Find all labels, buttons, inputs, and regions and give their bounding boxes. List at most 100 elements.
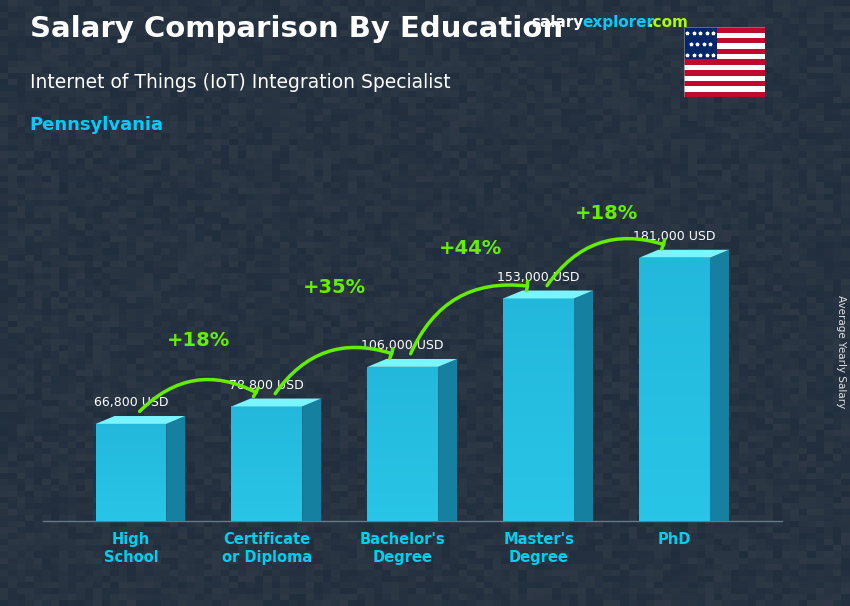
Bar	[367, 405, 438, 409]
Bar	[503, 332, 574, 338]
Text: +44%: +44%	[439, 239, 502, 258]
Bar	[367, 402, 438, 405]
Bar	[231, 409, 302, 412]
Bar	[684, 70, 765, 76]
Bar	[95, 468, 167, 470]
Bar	[95, 470, 167, 473]
Bar	[367, 444, 438, 448]
Text: Salary Comparison By Education: Salary Comparison By Education	[30, 15, 563, 43]
Bar	[95, 490, 167, 492]
Bar	[503, 343, 574, 348]
Bar	[95, 458, 167, 461]
Bar	[639, 448, 710, 455]
Bar	[231, 435, 302, 438]
Bar	[503, 310, 574, 315]
Bar	[95, 485, 167, 487]
Bar	[503, 432, 574, 438]
Bar	[639, 363, 710, 370]
Bar	[503, 354, 574, 360]
Bar	[367, 436, 438, 440]
Text: Pennsylvania: Pennsylvania	[30, 116, 164, 135]
Bar	[231, 467, 302, 470]
Bar	[95, 507, 167, 509]
Bar	[503, 321, 574, 326]
Bar	[231, 432, 302, 435]
Bar	[503, 454, 574, 460]
Bar	[95, 492, 167, 494]
Bar	[95, 475, 167, 478]
Bar	[639, 482, 710, 488]
Bar	[231, 430, 302, 432]
Bar	[95, 487, 167, 490]
Bar	[503, 516, 574, 521]
Text: +35%: +35%	[303, 278, 366, 297]
Bar	[95, 448, 167, 451]
Bar	[639, 514, 710, 521]
Bar	[639, 291, 710, 297]
Bar	[95, 499, 167, 502]
Bar	[684, 54, 765, 59]
Bar	[367, 433, 438, 436]
Bar	[639, 337, 710, 344]
Bar	[367, 459, 438, 464]
Text: +18%: +18%	[167, 331, 230, 350]
Bar	[231, 495, 302, 498]
Bar	[639, 350, 710, 356]
Bar	[231, 441, 302, 444]
Bar	[639, 442, 710, 448]
Bar	[639, 429, 710, 436]
Text: 106,000 USD: 106,000 USD	[361, 339, 444, 352]
Bar	[367, 482, 438, 487]
Bar	[95, 439, 167, 441]
Polygon shape	[302, 399, 321, 521]
Bar	[367, 467, 438, 471]
Polygon shape	[231, 399, 321, 407]
Bar	[639, 324, 710, 330]
Bar	[95, 478, 167, 480]
Bar	[95, 453, 167, 456]
Bar	[639, 383, 710, 390]
Bar	[367, 425, 438, 428]
Bar	[231, 473, 302, 475]
Bar	[367, 518, 438, 521]
Bar	[231, 484, 302, 487]
Polygon shape	[367, 359, 457, 367]
Bar	[231, 513, 302, 516]
Bar	[231, 504, 302, 507]
Bar	[95, 444, 167, 446]
Bar	[231, 481, 302, 484]
Bar	[95, 429, 167, 431]
Bar	[503, 399, 574, 404]
Polygon shape	[95, 416, 185, 424]
Bar	[367, 451, 438, 456]
Bar	[639, 317, 710, 324]
Bar	[367, 456, 438, 459]
Bar	[231, 452, 302, 455]
Bar	[503, 376, 574, 382]
Bar	[639, 468, 710, 475]
Text: 66,800 USD: 66,800 USD	[94, 396, 168, 410]
Bar	[231, 447, 302, 450]
Bar	[367, 417, 438, 421]
Bar	[231, 461, 302, 464]
Bar	[231, 487, 302, 490]
Bar	[231, 510, 302, 513]
Bar	[684, 27, 717, 59]
Bar	[367, 367, 438, 371]
Bar	[639, 402, 710, 409]
Bar	[503, 465, 574, 471]
Bar	[95, 461, 167, 463]
Bar	[367, 487, 438, 490]
Bar	[367, 428, 438, 433]
Bar	[231, 470, 302, 473]
Bar	[367, 394, 438, 398]
Bar	[367, 413, 438, 417]
Bar	[95, 519, 167, 521]
Bar	[503, 510, 574, 516]
Bar	[639, 501, 710, 508]
Bar	[95, 497, 167, 499]
Bar	[231, 455, 302, 458]
Bar	[639, 330, 710, 337]
Bar	[367, 390, 438, 394]
Bar	[684, 76, 765, 81]
